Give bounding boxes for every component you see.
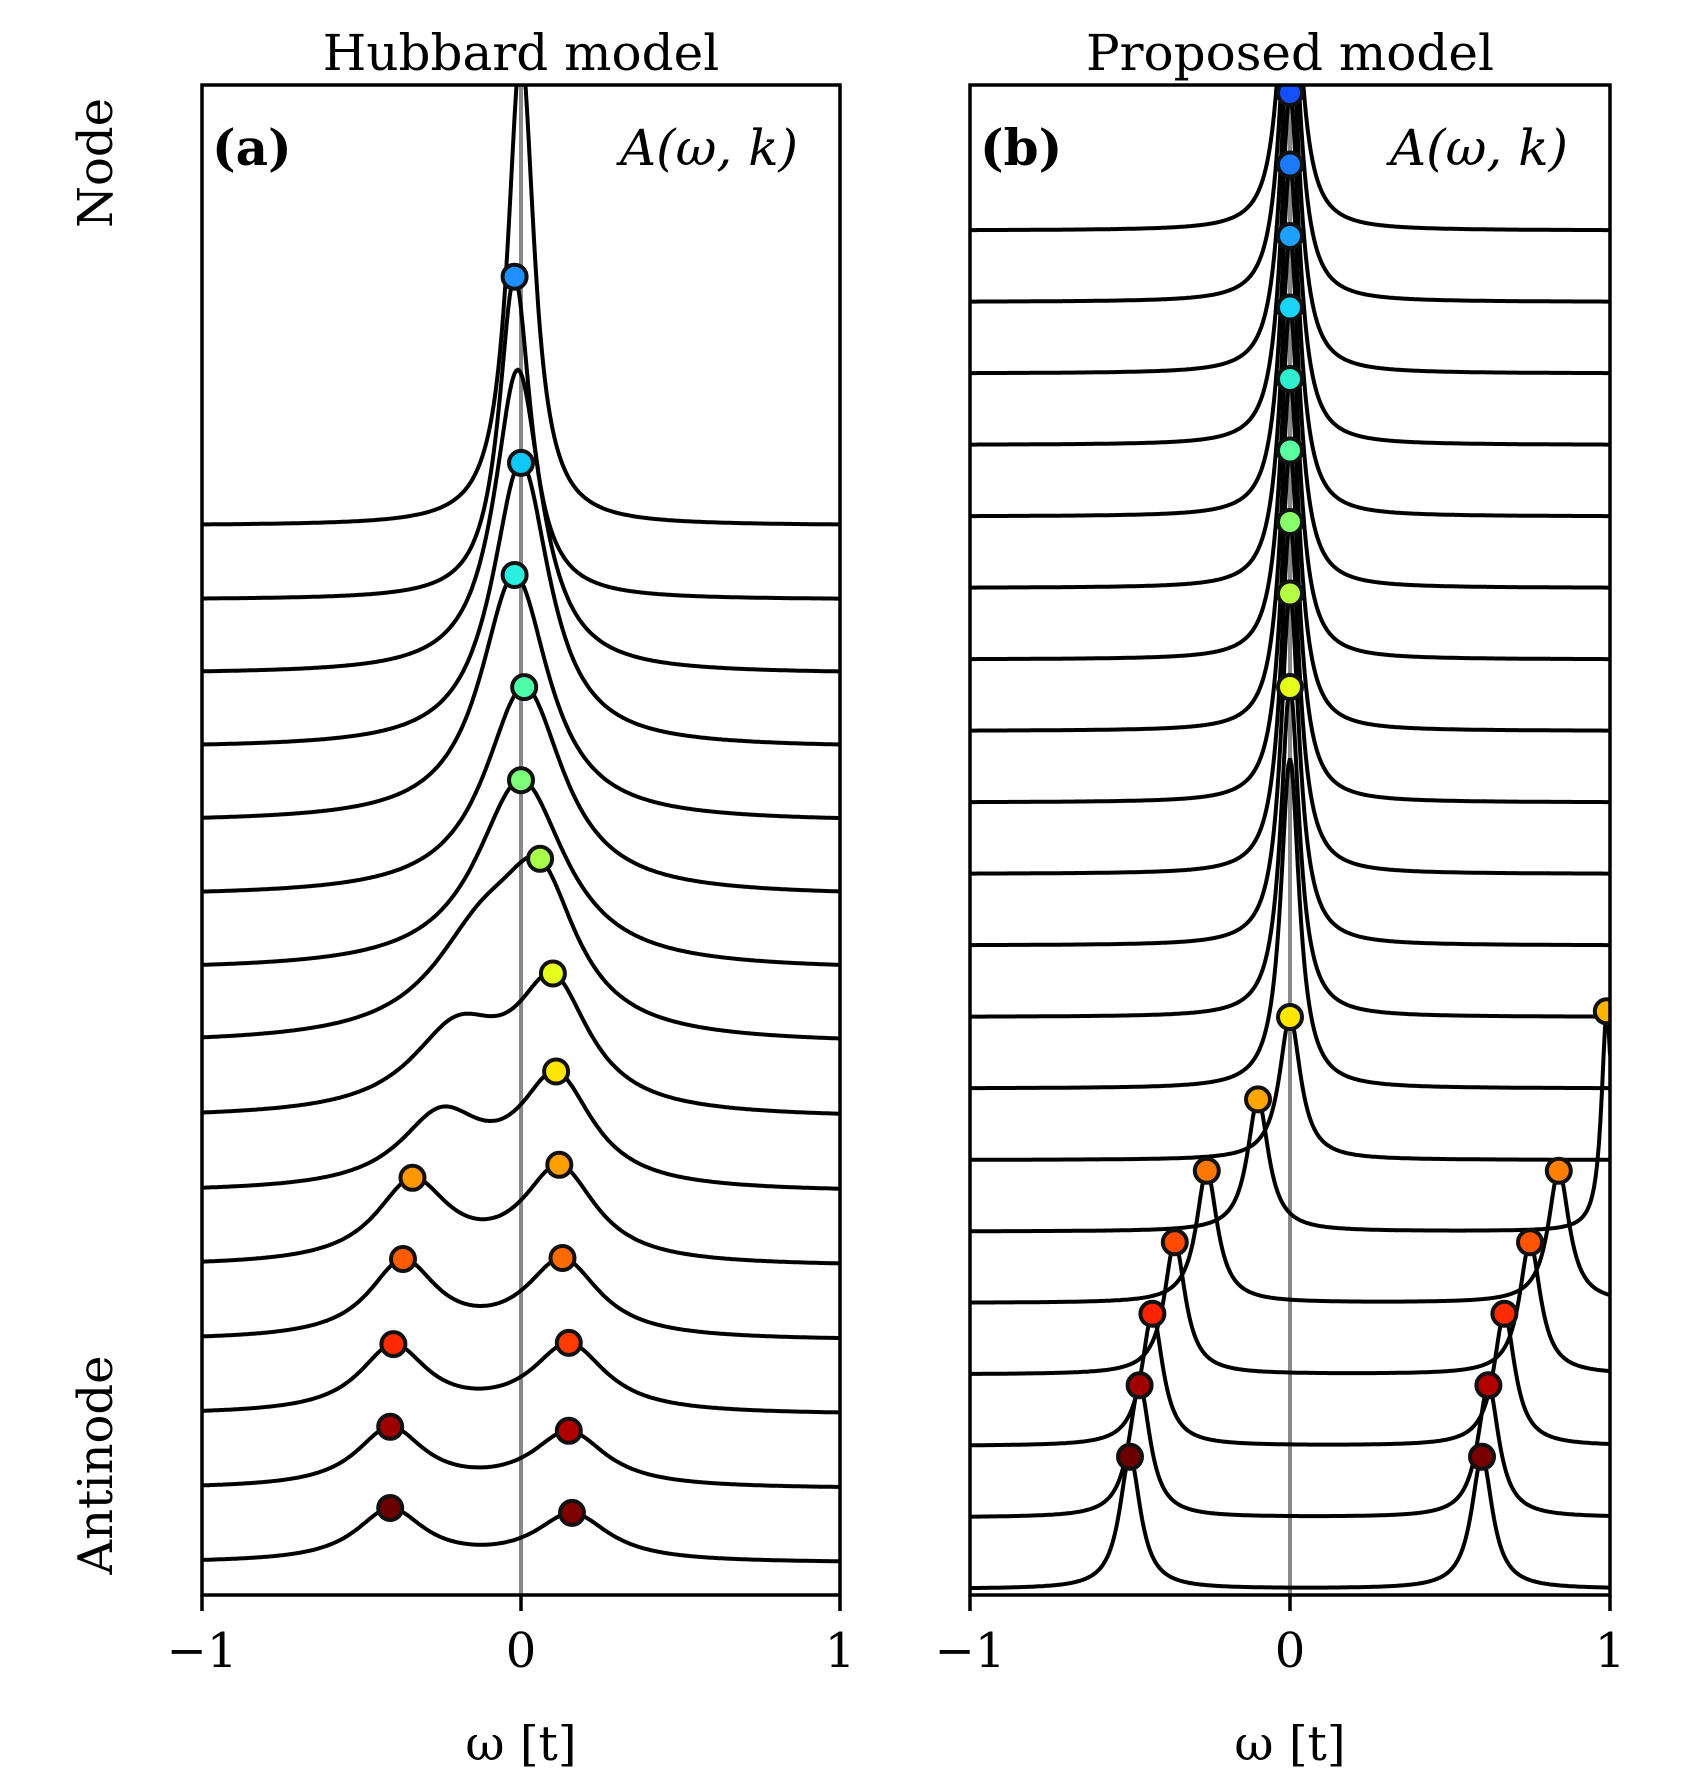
peak-marker-a-4-1: [545, 1150, 574, 1179]
panel-a-title: Hubbard model: [323, 24, 720, 82]
spectrum-curve-a-4: [202, 1162, 840, 1266]
spectrum-curve-b-5: [970, 1011, 1610, 1234]
peak-marker-a-2-1: [554, 1328, 583, 1357]
panel-b-label: (b): [980, 118, 1062, 177]
peak-marker-b-15-0: [1276, 150, 1304, 179]
peak-marker-a-4-0: [398, 1163, 427, 1192]
peak-marker-b-3-0: [1160, 1228, 1189, 1257]
peak-marker-b-1-0: [1125, 1371, 1154, 1400]
peak-marker-b-16-0: [1276, 85, 1304, 107]
peak-marker-b-14-0: [1276, 222, 1304, 250]
spectrum-curve-a-2: [202, 1340, 840, 1415]
x-tick-label-b-1: 0: [1275, 1623, 1306, 1679]
spectrum-curve-b-19: [970, 85, 1610, 233]
panel-a-label: (a): [212, 118, 292, 177]
x-tick-label-a-0: −1: [167, 1623, 238, 1679]
peak-marker-a-1-1: [554, 1416, 583, 1445]
panel-a-xlabel: ω [t]: [465, 1716, 576, 1771]
peak-marker-a-13-0: [500, 262, 529, 291]
spectrum-curve-a-0: [202, 1505, 840, 1564]
panel-b: Proposed model (b) A(ω, k) −1 0 1 ω [t]: [935, 24, 1626, 1771]
peak-marker-b-11-0: [1276, 436, 1304, 465]
peak-marker-b-8-0: [1276, 673, 1304, 701]
panel-a-x-axis: −1 0 1: [167, 1595, 856, 1679]
x-tick-label-b-2: 1: [1595, 1623, 1626, 1679]
peak-marker-a-10-0: [500, 561, 529, 589]
spectrum-curve-b-18: [970, 85, 1610, 304]
peak-marker-b-1-1: [1474, 1371, 1503, 1400]
panel-a-annotation: A(ω, k): [616, 119, 798, 177]
peak-marker-b-3-1: [1516, 1228, 1544, 1257]
spectrum-curve-a-12: [202, 367, 840, 674]
peak-marker-a-0-0: [376, 1494, 405, 1522]
peak-marker-a-8-0: [507, 766, 535, 795]
peak-marker-b-0-1: [1468, 1442, 1496, 1471]
peak-marker-a-7-0: [526, 844, 555, 873]
peak-marker-a-2-0: [379, 1330, 408, 1359]
peak-marker-a-11-0: [507, 448, 535, 477]
peak-marker-b-13-0: [1276, 293, 1304, 322]
peak-marker-a-9-0: [510, 673, 539, 702]
peak-marker-a-5-0: [542, 1057, 571, 1086]
peak-marker-b-9-0: [1276, 579, 1304, 608]
panel-a-curves: [202, 85, 840, 1564]
peak-marker-b-10-0: [1276, 508, 1304, 536]
peak-marker-a-3-0: [389, 1245, 417, 1273]
spectrum-curve-b-1: [970, 1381, 1610, 1519]
x-tick-label-a-1: 0: [506, 1623, 537, 1679]
spectrum-curve-b-4: [970, 1167, 1610, 1305]
panel-a: Hubbard model (a) A(ω, k) −1 0 1 ω [t]: [167, 24, 856, 1771]
panel-b-annotation: A(ω, k): [1386, 119, 1568, 177]
row-label-node: Node: [68, 98, 124, 228]
spectrum-curve-b-3: [970, 1238, 1610, 1376]
peak-marker-b-2-0: [1138, 1299, 1167, 1328]
peak-marker-b-12-0: [1276, 365, 1304, 393]
spectrum-curve-a-6: [202, 971, 840, 1116]
x-tick-label-a-2: 1: [825, 1623, 856, 1679]
x-tick-label-b-0: −1: [935, 1623, 1006, 1679]
spectrum-curve-a-5: [202, 1069, 840, 1191]
peak-marker-b-4-1: [1544, 1156, 1573, 1185]
peak-marker-b-2-1: [1490, 1299, 1519, 1328]
peak-marker-a-3-1: [548, 1244, 577, 1272]
peak-marker-b-5-0: [1244, 1085, 1272, 1114]
spectrum-curve-a-7: [202, 853, 840, 1041]
panel-b-title: Proposed model: [1086, 24, 1494, 82]
panel-b-x-axis: −1 0 1: [935, 1595, 1626, 1679]
peak-marker-b-4-0: [1192, 1156, 1221, 1185]
spectrum-curve-b-0: [970, 1453, 1610, 1591]
spectrum-curve-a-3: [202, 1256, 840, 1341]
row-label-antinode: Antinode: [68, 1355, 124, 1575]
peak-marker-a-0-1: [558, 1498, 586, 1527]
peak-marker-b-5-1: [1592, 997, 1610, 1026]
spectrum-curve-b-17: [970, 85, 1610, 376]
spectrum-curve-a-13: [202, 273, 840, 601]
peak-marker-a-6-0: [538, 959, 567, 988]
peak-marker-b-0-0: [1116, 1442, 1144, 1471]
peak-marker-a-1-0: [376, 1412, 405, 1441]
panel-b-xlabel: ω [t]: [1234, 1716, 1345, 1771]
peak-marker-b-6-0: [1276, 1003, 1304, 1031]
spectrum-curve-a-14: [202, 85, 840, 527]
spectrum-curve-a-1: [202, 1424, 840, 1489]
spectrum-curve-b-7: [970, 758, 1610, 1091]
panel-b-curves: [970, 85, 1610, 1591]
